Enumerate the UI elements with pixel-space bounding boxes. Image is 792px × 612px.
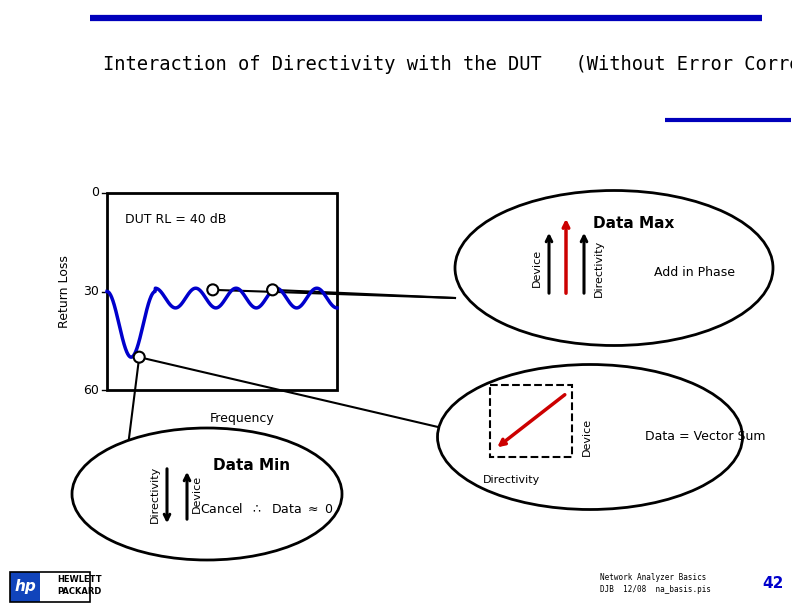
Circle shape [134, 352, 145, 363]
Text: hp: hp [14, 580, 36, 594]
Ellipse shape [455, 190, 773, 346]
Text: Interaction of Directivity with the DUT   (Without Error Correctio: Interaction of Directivity with the DUT … [103, 55, 792, 74]
Text: 60: 60 [83, 384, 99, 397]
Text: Directivity: Directivity [150, 465, 160, 523]
Text: Cancel  $\therefore$  Data $\approx$ 0: Cancel $\therefore$ Data $\approx$ 0 [200, 502, 333, 516]
Text: DUT RL = 40 dB: DUT RL = 40 dB [125, 213, 227, 226]
Text: 0: 0 [91, 187, 99, 200]
Ellipse shape [437, 365, 743, 510]
Text: PACKARD: PACKARD [57, 588, 101, 597]
Text: Add in Phase: Add in Phase [653, 266, 734, 280]
Ellipse shape [72, 428, 342, 560]
Bar [107, 193, 337, 390]
Text: Frequency: Frequency [210, 412, 274, 425]
Text: Data = Vector Sum: Data = Vector Sum [645, 430, 766, 444]
Text: 42: 42 [762, 575, 783, 591]
Text: Data Max: Data Max [593, 215, 675, 231]
Text: Directivity: Directivity [482, 475, 539, 485]
Text: Directivity: Directivity [594, 239, 604, 297]
Text: Data Min: Data Min [213, 458, 291, 474]
Bar [10, 572, 40, 602]
Text: Device: Device [532, 249, 542, 287]
Text: DJB  12/08  na_basis.pis: DJB 12/08 na_basis.pis [600, 584, 711, 594]
Text: Device: Device [192, 475, 202, 513]
Text: Network Analyzer Basics: Network Analyzer Basics [600, 573, 706, 583]
Circle shape [267, 285, 278, 296]
Text: 30: 30 [83, 285, 99, 298]
Text: Device: Device [582, 418, 592, 456]
Text: HEWLETT: HEWLETT [57, 575, 101, 584]
Circle shape [208, 285, 219, 296]
Bar [10, 572, 90, 602]
Bar [490, 385, 572, 457]
Text: Return Loss: Return Loss [59, 255, 71, 328]
